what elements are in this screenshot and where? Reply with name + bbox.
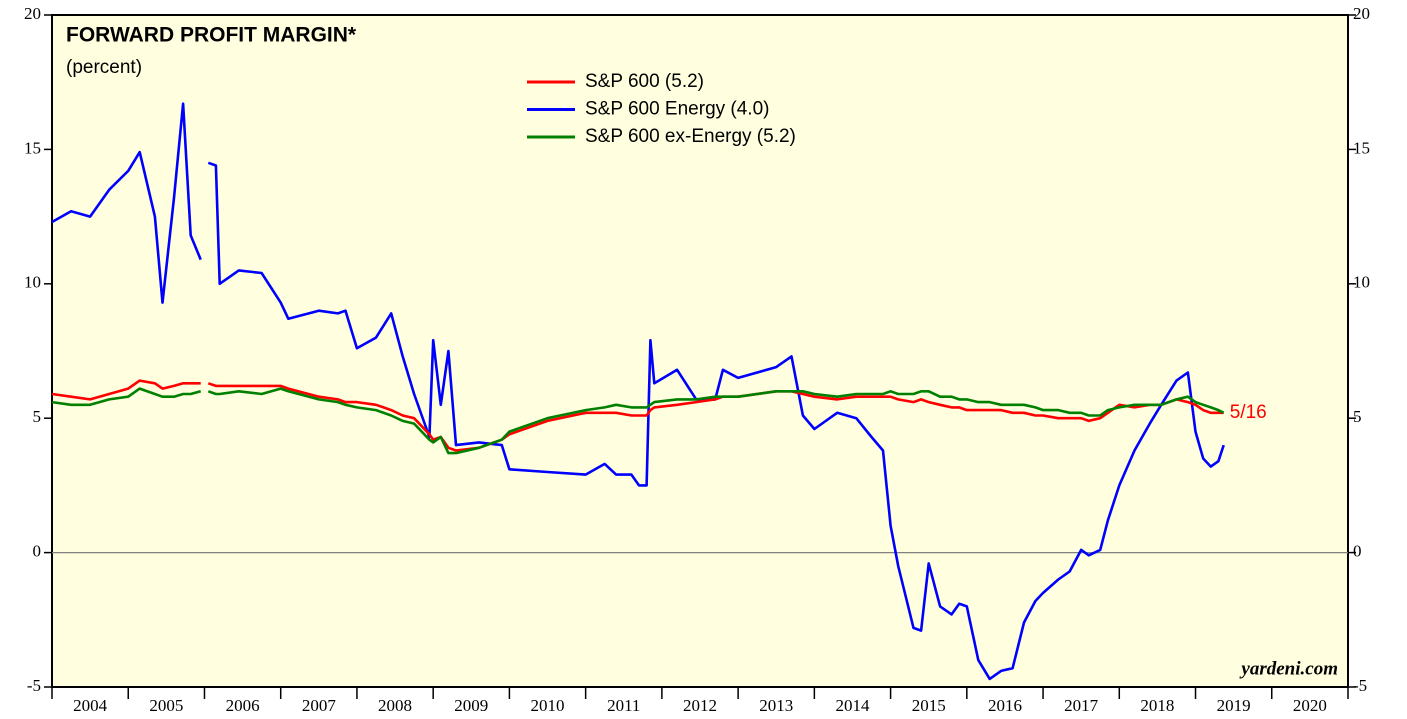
legend-label: S&P 600 ex-Energy (5.2) bbox=[585, 126, 796, 147]
x-tick-label: 2005 bbox=[149, 696, 183, 715]
series-line bbox=[51, 379, 1224, 452]
legend-label: S&P 600 (5.2) bbox=[585, 71, 704, 92]
legend-label: S&P 600 Energy (4.0) bbox=[585, 99, 769, 120]
y2-tick-label: 15 bbox=[1353, 138, 1370, 157]
y-tick-label: 0 bbox=[33, 542, 42, 561]
x-tick-label: 2004 bbox=[73, 696, 108, 715]
plot-area bbox=[51, 14, 1349, 688]
chart-subtitle: (percent) bbox=[66, 57, 142, 78]
x-tick-label: 2012 bbox=[683, 696, 717, 715]
x-tick-label: 2017 bbox=[1064, 696, 1099, 715]
x-tick-label: 2007 bbox=[302, 696, 337, 715]
y2-tick-label: 10 bbox=[1353, 273, 1370, 292]
x-tick-label: 2006 bbox=[226, 696, 260, 715]
y2-tick-label: -5 bbox=[1353, 676, 1367, 695]
x-tick-label: 2008 bbox=[378, 696, 412, 715]
x-tick-label: 2019 bbox=[1217, 696, 1251, 715]
y-tick-label: 20 bbox=[24, 4, 41, 23]
x-tick-label: 2018 bbox=[1140, 696, 1174, 715]
x-tick-label: 2009 bbox=[454, 696, 488, 715]
y-tick-label: 15 bbox=[24, 138, 41, 157]
series-line bbox=[51, 387, 1225, 455]
y2-tick-label: 0 bbox=[1353, 542, 1362, 561]
x-tick-label: 2010 bbox=[531, 696, 565, 715]
y-tick-label: -5 bbox=[27, 676, 41, 695]
y2-tick-label: 20 bbox=[1353, 4, 1370, 23]
chart-title: FORWARD PROFIT MARGIN* bbox=[66, 24, 357, 47]
y-tick-label: 5 bbox=[33, 407, 42, 426]
y-tick-label: 10 bbox=[24, 273, 41, 292]
x-tick-label: 2011 bbox=[607, 696, 640, 715]
watermark: yardeni.com bbox=[1239, 658, 1338, 679]
x-tick-label: 2020 bbox=[1293, 696, 1327, 715]
x-tick-label: 2015 bbox=[912, 696, 946, 715]
series-line bbox=[51, 102, 1225, 681]
x-tick-label: 2016 bbox=[988, 696, 1022, 715]
end-date-annotation: 5/16 bbox=[1230, 402, 1267, 423]
y2-tick-label: 5 bbox=[1353, 407, 1362, 426]
x-tick-label: 2013 bbox=[759, 696, 793, 715]
x-tick-label: 2014 bbox=[835, 696, 870, 715]
